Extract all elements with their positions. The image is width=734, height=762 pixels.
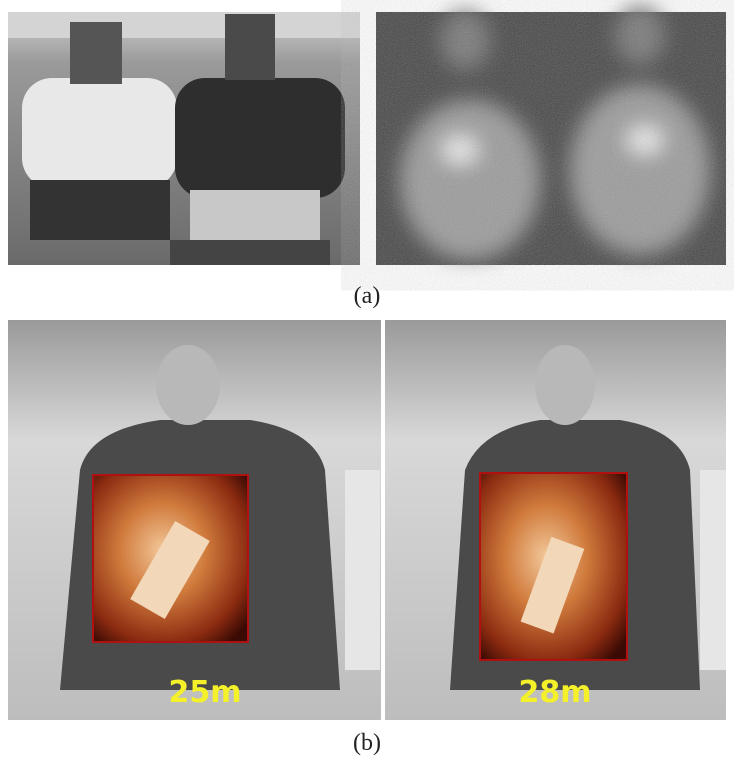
caption: (a) — [354, 283, 381, 309]
photo-radar — [376, 5, 726, 265]
caption: (b) — [353, 730, 381, 756]
distance-label: 28m — [518, 675, 591, 710]
distance-label: 25m — [168, 675, 241, 710]
photo-mannequin — [8, 320, 726, 720]
photo-visible — [8, 12, 360, 265]
